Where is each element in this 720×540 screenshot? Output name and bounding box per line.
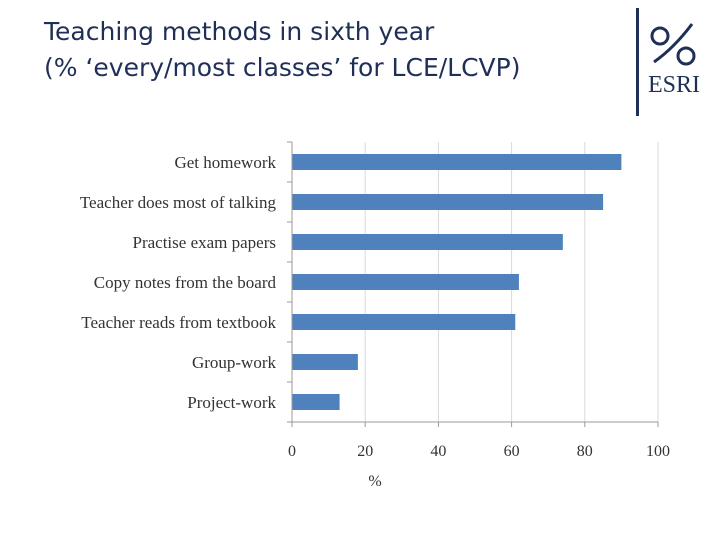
title-line-1: Teaching methods in sixth year: [44, 17, 435, 46]
esri-logo-text: ESRI: [647, 72, 700, 98]
percent-mark-icon: [650, 23, 696, 66]
x-tick-label: 60: [504, 443, 520, 460]
labels: 0 20 40 60 80 100 Get homework Teacher does mos…: [80, 153, 670, 490]
bar-get-homework: [292, 154, 622, 170]
title-line-2: (% ‘every/most classes’ for LCE/LCVP): [44, 53, 521, 82]
category-label: Project-work: [187, 393, 276, 412]
bar-copy-notes-from-the-board: [292, 274, 519, 290]
axes: [287, 141, 659, 427]
category-label: Practise exam papers: [133, 233, 277, 252]
bar-teacher-does-most-of-talking: [292, 194, 604, 210]
x-tick-label: 100: [646, 443, 670, 460]
x-tick-label: 80: [577, 443, 593, 460]
x-tick-label: 0: [288, 443, 296, 460]
x-tick-label: 40: [430, 443, 446, 460]
category-label: Group-work: [192, 353, 277, 372]
logo-divider: [636, 8, 639, 116]
category-label: Copy notes from the board: [94, 273, 277, 292]
bar-teacher-reads-from-textbook: [292, 314, 516, 330]
bars: [292, 154, 622, 410]
bar-group-work: [292, 354, 358, 370]
bar-project-work: [292, 394, 340, 410]
x-tick-label: 20: [357, 443, 373, 460]
bar-practise-exam-papers: [292, 234, 563, 250]
slide-title: Teaching methods in sixth year (% ‘every…: [44, 14, 520, 86]
category-label: Teacher does most of talking: [80, 193, 277, 212]
category-label: Teacher reads from textbook: [81, 313, 276, 332]
x-axis-title: %: [368, 473, 381, 490]
category-label: Get homework: [174, 153, 276, 172]
